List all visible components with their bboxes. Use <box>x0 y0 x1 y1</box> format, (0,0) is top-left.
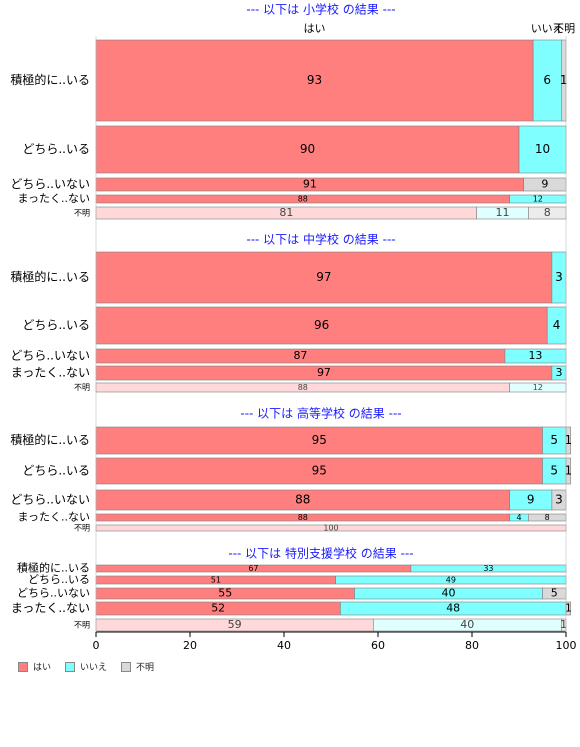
x-tick-label: 20 <box>183 639 197 652</box>
data-label: 55 <box>218 587 232 600</box>
x-tick-label: 40 <box>277 639 291 652</box>
data-label: 5 <box>550 464 558 478</box>
row-label: どちら..いない <box>17 587 90 600</box>
data-label: 5 <box>551 587 558 600</box>
data-label: 88 <box>298 513 308 522</box>
data-label: 87 <box>293 349 307 362</box>
x-tick-label: 60 <box>371 639 385 652</box>
row-label: まったく..ない <box>11 601 90 615</box>
data-label: 93 <box>307 73 322 87</box>
legend-swatch <box>121 661 132 672</box>
data-label: 95 <box>312 464 327 478</box>
data-label: 5 <box>550 433 558 447</box>
data-label: 1 <box>560 618 567 631</box>
row-label: どちら..いる <box>28 573 90 586</box>
data-label: 9 <box>527 493 535 507</box>
data-label: 49 <box>446 576 456 585</box>
data-label: 4 <box>553 318 561 332</box>
data-label: 97 <box>317 366 331 379</box>
data-label: 4 <box>516 513 521 522</box>
row-label: まったく..ない <box>17 192 90 205</box>
x-tick-label: 80 <box>465 639 479 652</box>
data-label: 97 <box>316 270 331 284</box>
row-label: まったく..ない <box>11 366 90 380</box>
legend-swatch <box>18 661 28 672</box>
data-label: 6 <box>543 73 551 87</box>
data-label: 100 <box>323 524 338 533</box>
header-label-yes: はい <box>304 22 326 35</box>
data-label: 40 <box>442 587 456 600</box>
data-label: 48 <box>446 602 460 615</box>
data-label: 3 <box>555 270 563 284</box>
panel-title: --- 以下は 高等学校 の結果 --- <box>240 406 401 421</box>
header-label-no: いいえ <box>531 22 564 35</box>
data-label: 90 <box>300 142 315 156</box>
row-label: どちら..いない <box>10 177 90 191</box>
data-label: 88 <box>295 493 310 507</box>
row-label: どちら..いない <box>10 493 90 507</box>
data-label: 1 <box>565 602 572 615</box>
panel-title: --- 以下は 小学校 の結果 --- <box>246 2 395 17</box>
data-label: 67 <box>248 564 258 573</box>
data-label: 96 <box>314 318 329 332</box>
legend-item: 不明 <box>121 660 154 673</box>
data-label: 88 <box>298 195 308 204</box>
data-label: 1 <box>565 464 573 478</box>
data-label: 13 <box>528 349 542 362</box>
data-label: 88 <box>298 383 308 392</box>
data-label: 52 <box>211 602 225 615</box>
row-label: 積極的に..いる <box>10 269 90 284</box>
data-label: 51 <box>211 576 221 585</box>
legend-item: いいえ <box>65 660 107 673</box>
row-label: どちら..いない <box>10 349 90 363</box>
data-label: 59 <box>228 618 242 631</box>
data-label: 12 <box>533 195 543 204</box>
row-label: どちら..いる <box>22 318 90 332</box>
data-label: 40 <box>460 618 474 631</box>
panel-title: --- 以下は 中学校 の結果 --- <box>246 232 395 247</box>
row-label: どちら..いる <box>22 464 90 478</box>
legend-item: はい <box>18 660 51 673</box>
row-label: 不明 <box>74 383 90 392</box>
bar-segment-yes <box>95 306 548 345</box>
x-tick-label: 0 <box>93 639 100 652</box>
legend: はい いいえ 不明 <box>18 660 154 673</box>
panel-title: --- 以下は 特別支援学校 の結果 --- <box>228 546 413 561</box>
x-tick-label: 100 <box>556 639 577 652</box>
data-label: 81 <box>279 206 293 219</box>
row-label: 不明 <box>74 621 90 630</box>
bar-segment-yes <box>95 426 543 455</box>
bar-segment-no <box>532 39 562 122</box>
bar-segment-yes <box>95 457 543 485</box>
header-label-unknown: 不明 <box>553 22 575 35</box>
row-label: 積極的に..いる <box>10 72 90 87</box>
legend-label: 不明 <box>136 663 155 673</box>
data-label: 1 <box>560 73 568 87</box>
bar-segment-yes <box>95 39 534 122</box>
data-label: 12 <box>533 383 543 392</box>
row-label: まったく..ない <box>17 511 90 524</box>
data-label: 10 <box>535 142 550 156</box>
data-label: 8 <box>544 206 551 219</box>
data-label: 11 <box>496 206 510 219</box>
bar-segment-yes <box>95 251 553 304</box>
data-label: 9 <box>541 178 548 191</box>
row-label: 積極的に..いる <box>17 561 90 575</box>
legend-label: いいえ <box>80 663 108 673</box>
data-label: 3 <box>555 493 563 507</box>
data-label: 8 <box>545 513 550 522</box>
data-label: 1 <box>565 433 573 447</box>
row-label: どちら..いる <box>22 142 90 156</box>
data-label: 3 <box>555 366 562 379</box>
data-label: 95 <box>312 433 327 447</box>
data-label: 33 <box>483 564 493 573</box>
data-label: 91 <box>303 178 317 191</box>
legend-swatch <box>65 661 76 672</box>
row-label: 不明 <box>74 524 90 533</box>
row-label: 不明 <box>74 209 90 218</box>
legend-label: はい <box>33 663 52 673</box>
row-label: 積極的に..いる <box>10 432 90 447</box>
